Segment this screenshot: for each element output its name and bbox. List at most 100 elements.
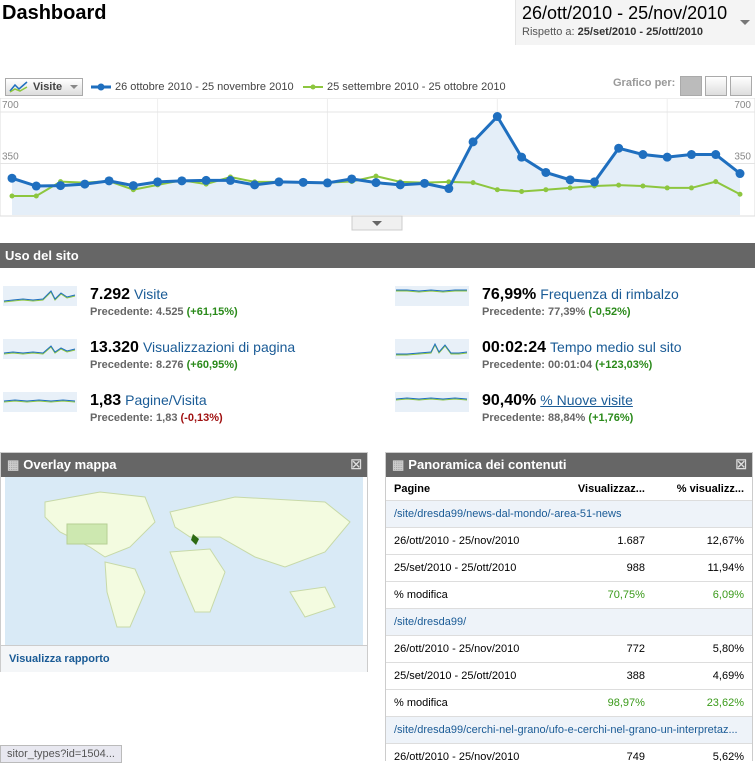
metric-label: Visite: [134, 286, 169, 302]
sparkline-bg: [395, 286, 469, 306]
data-point: [373, 173, 379, 179]
page-path[interactable]: /site/dresda99/cerchi-nel-grano/ufo-e-ce…: [386, 716, 752, 744]
cell-value: 23,62%: [652, 689, 752, 717]
cell-value: 988: [554, 554, 653, 582]
panel-title: Overlay mappa: [23, 457, 117, 472]
metric-previous: Precedente: 1,83: [90, 412, 178, 424]
cell-value: 70,75%: [554, 581, 653, 609]
date-picker[interactable]: 26/ott/2010 - 25/nov/2010 Rispetto a: 25…: [515, 0, 755, 45]
metric-value-row: 13.320 Visualizzazioni di pagina: [90, 339, 295, 357]
data-point: [31, 181, 41, 191]
cell-value: 12,67%: [652, 527, 752, 555]
data-point: [9, 193, 15, 199]
legend-label: 26 ottobre 2010 - 25 novembre 2010: [115, 81, 294, 93]
data-point: [638, 150, 648, 160]
sparkline-line: [395, 398, 468, 401]
metric-previous: Precedente: 4.525: [90, 306, 184, 318]
chart: 1 nov8 nov15 nov22 nov350350700700: [0, 98, 755, 231]
view-week-button[interactable]: [705, 76, 727, 96]
page-row: /site/dresda99/news-dal-mondo/-area-51-n…: [386, 500, 752, 528]
table-header: Pagine Visualizzaz...% visualizz...: [386, 477, 752, 501]
data-row: 26/ott/2010 - 25/nov/2010 772 5,80%: [386, 635, 752, 663]
world-map: [5, 477, 363, 645]
metric-selector[interactable]: Visite: [5, 78, 83, 96]
data-point: [492, 112, 502, 122]
metric-value: 90,40%: [482, 392, 537, 409]
panel-title: Panoramica dei contenuti: [408, 457, 567, 472]
cell-value: 4,69%: [652, 662, 752, 690]
data-point: [322, 178, 332, 188]
sparkline-bg: [395, 392, 469, 412]
legend-dot: [310, 84, 316, 90]
metric: 1,83 Pagine/Visita Precedente: 1,83 (-0,13…: [3, 392, 363, 442]
data-point: [33, 193, 39, 199]
data-point: [735, 169, 745, 179]
column-header: Pagine: [386, 477, 555, 501]
cell-label: % modifica: [386, 689, 555, 717]
metric-label: Visualizzazioni di pagina: [142, 339, 296, 355]
metric-value: 1,83: [90, 392, 122, 409]
view-day-button[interactable]: [680, 76, 702, 96]
panel-header: ▦ Overlay mappa ☒: [1, 453, 367, 477]
data-point: [519, 188, 525, 194]
metric-previous: Precedente: 00:01:04: [482, 359, 593, 371]
data-point: [567, 185, 573, 191]
report-link[interactable]: Visualizza rapporto: [1, 645, 367, 672]
data-point: [494, 187, 500, 193]
page-title: Dashboard: [2, 2, 107, 24]
view-month-button[interactable]: [730, 76, 752, 96]
page-row: /site/dresda99/cerchi-nel-grano/ufo-e-ce…: [386, 716, 752, 744]
data-point: [640, 183, 646, 189]
data-row: 26/ott/2010 - 25/nov/2010 1.687 12,67%: [386, 527, 752, 555]
sparkline-line: [396, 290, 467, 293]
cell-value: 1.687: [554, 527, 653, 555]
page-path[interactable]: /site/dresda99/: [386, 608, 752, 636]
legend-swatch: [91, 83, 111, 91]
data-point: [616, 182, 622, 188]
metric-previous-row: Precedente: 4.525 (+61,15%): [90, 306, 238, 318]
metric-value: 7.292: [90, 286, 131, 303]
date-range: 26/ott/2010 - 25/nov/2010: [522, 3, 728, 23]
cell-label: 26/ott/2010 - 25/nov/2010: [386, 743, 555, 761]
data-row: % modifica 70,75% 6,09%: [386, 581, 752, 609]
metric-value: 76,99%: [482, 286, 537, 303]
metric-previous: Precedente: 88,84%: [482, 412, 586, 424]
y-tick-label: 700: [734, 100, 751, 111]
sparkline-bg: [3, 392, 77, 412]
legend-item: 25 settembre 2010 - 25 ottobre 2010: [302, 81, 506, 93]
cell-value: 5,62%: [652, 743, 752, 761]
data-point: [686, 150, 696, 160]
data-point: [468, 137, 478, 147]
metric-icon: [9, 81, 28, 93]
data-row: 25/set/2010 - 25/ott/2010 988 11,94%: [386, 554, 752, 582]
data-point: [80, 179, 90, 189]
section-bar: Uso del sito: [0, 243, 755, 268]
legend-swatch: [303, 84, 323, 90]
page-path[interactable]: /site/dresda99/news-dal-mondo/-area-51-n…: [386, 500, 752, 528]
cell-value: 388: [554, 662, 653, 690]
sparkline-line: [3, 400, 76, 403]
sparkline-line: [3, 399, 76, 402]
data-row: 25/set/2010 - 25/ott/2010 388 4,69%: [386, 662, 752, 690]
metric-name: Visite: [33, 81, 63, 93]
data-point: [565, 175, 575, 185]
map-panel: ▦ Overlay mappa ☒ Visualizza rapporto: [0, 452, 368, 672]
compare-label: Rispetto a:: [522, 26, 575, 38]
data-point: [420, 178, 430, 188]
metric: 7.292 Visite Precedente: 4.525 (+61,15%): [3, 286, 363, 336]
data-point: [543, 187, 549, 193]
cell-label: % modifica: [386, 581, 555, 609]
sparkline: [3, 392, 77, 412]
metric-label: Frequenza di rimbalzo: [540, 286, 679, 302]
metric-value-row: 1,83 Pagine/Visita: [90, 392, 207, 410]
metric-previous-row: Precedente: 1,83 (-0,13%): [90, 412, 223, 424]
legend-dot: [97, 83, 105, 91]
metric-value-row: 90,40%% Nuove visite: [482, 392, 633, 410]
cell-label: 25/set/2010 - 25/ott/2010: [386, 662, 555, 690]
y-tick-label: 700: [2, 100, 19, 111]
metric-previous-row: Precedente: 88,84% (+1,76%): [482, 412, 633, 424]
sparkline: [395, 392, 469, 412]
metric-change: (+61,15%): [186, 306, 238, 318]
data-point: [201, 175, 211, 185]
